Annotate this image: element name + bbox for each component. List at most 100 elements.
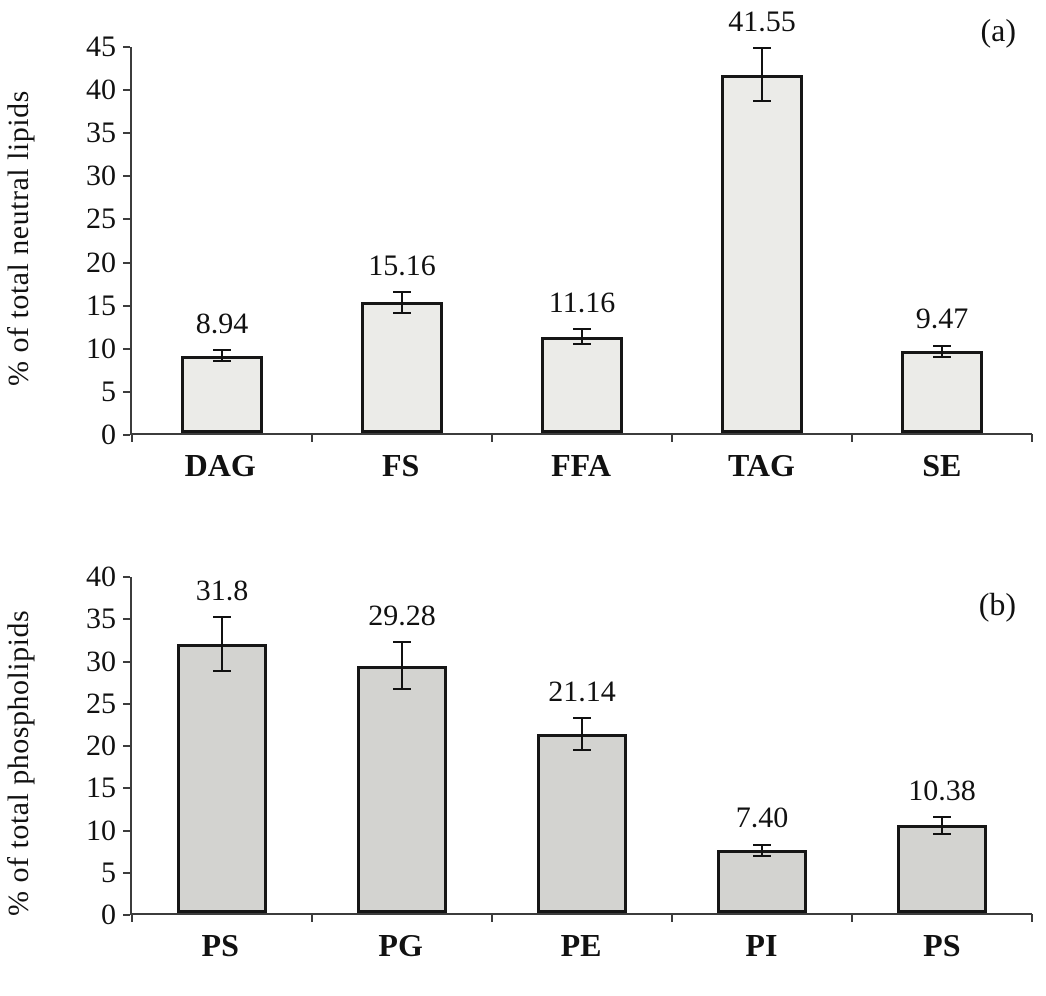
error-bar xyxy=(213,349,231,363)
x-tick-mark xyxy=(491,434,493,442)
y-tick-label: 15 xyxy=(86,771,116,805)
error-bar-cap xyxy=(393,311,411,314)
y-axis-title-a: % of total neutral lipids xyxy=(2,90,35,386)
bar-pi xyxy=(717,850,807,913)
bar-value-label: 8.94 xyxy=(195,306,249,340)
y-tick-mark xyxy=(123,390,130,393)
bar-group-pe: 21.14 xyxy=(491,577,672,922)
y-tick-mark xyxy=(123,89,130,92)
bar-ps xyxy=(177,644,267,913)
y-tick-label: 30 xyxy=(86,644,116,678)
bar-group-tag: 41.55 xyxy=(671,6,852,442)
bar-value-label: 41.55 xyxy=(728,4,796,38)
x-category-label: SE xyxy=(922,447,962,483)
y-tick-label: 15 xyxy=(86,288,116,322)
bar-group-ps: 10.38 xyxy=(851,577,1033,922)
y-tick-mark xyxy=(123,914,130,916)
y-tick-label: 0 xyxy=(101,418,116,451)
error-bar-cap xyxy=(933,355,951,358)
bar-pe xyxy=(537,734,627,913)
y-axis: 45 40 35 30 25 20 15 10 5 0 xyxy=(52,32,130,450)
y-tick-label: 35 xyxy=(86,116,116,150)
x-tick-mark xyxy=(671,914,673,922)
error-bar-line xyxy=(221,616,223,673)
bar-group-fs: 15.16 xyxy=(311,47,492,442)
y-tick-mark xyxy=(123,787,130,790)
error-bar-line xyxy=(581,717,583,752)
y-tick-mark xyxy=(123,745,130,747)
bar-group-dag: 8.94 xyxy=(131,47,312,442)
y-tick-label: 5 xyxy=(101,855,116,889)
error-bar-line xyxy=(401,641,403,691)
x-tick-mark xyxy=(131,914,133,922)
y-axis-title-b: % of total phospholipids xyxy=(2,609,35,917)
bar-ps xyxy=(897,825,987,913)
y-tick-mark xyxy=(123,618,130,621)
x-category-label: TAG xyxy=(727,447,795,483)
bar-se xyxy=(901,351,983,433)
error-bar-cap xyxy=(393,688,411,691)
error-bar xyxy=(573,717,591,752)
error-bar-line xyxy=(581,328,583,346)
bar-value-label: 7.40 xyxy=(735,801,789,835)
bar-group-pi: 7.40 xyxy=(671,577,852,922)
error-bar xyxy=(393,291,411,314)
y-tick-label: 25 xyxy=(86,202,116,236)
error-bar-cap xyxy=(753,100,771,103)
y-tick-mark xyxy=(123,46,130,48)
y-tick-mark xyxy=(123,829,130,832)
bar-dag xyxy=(181,355,263,433)
bar-ffa xyxy=(541,336,623,433)
panel-label-b: (b) xyxy=(978,586,1016,622)
y-tick-mark xyxy=(123,304,130,307)
y-tick-mark xyxy=(123,132,130,135)
error-bar-line xyxy=(221,349,223,363)
error-bar xyxy=(573,328,591,346)
y-tick-mark xyxy=(123,660,130,663)
bar-value-label: 10.38 xyxy=(908,773,976,807)
x-category-label: FFA xyxy=(551,447,611,483)
panel-b: % of total phospholipids (b) 40 35 30 25 20 1… xyxy=(0,500,1046,996)
x-category-label: DAG xyxy=(184,447,256,483)
x-tick-mark xyxy=(851,434,853,442)
plot-area: 31.8 29.28 21.14 xyxy=(130,573,1033,922)
bar-pg xyxy=(357,665,447,913)
x-category-label: FS xyxy=(381,447,420,483)
panel-label-a: (a) xyxy=(980,12,1016,48)
y-tick-label: 10 xyxy=(86,331,116,365)
x-tick-mark xyxy=(311,434,313,442)
y-tick-label: 40 xyxy=(86,560,116,593)
y-tick-label: 20 xyxy=(86,729,116,762)
bar-group-se: 9.47 xyxy=(851,47,1033,442)
bar-group-ffa: 11.16 xyxy=(491,47,672,442)
x-tick-mark xyxy=(131,434,133,442)
panel-a: % of total neutral lipids (a) 45 40 35 30 25… xyxy=(2,6,1033,484)
x-tick-mark xyxy=(1031,434,1033,442)
error-bar xyxy=(933,816,951,835)
error-bar-line xyxy=(941,344,943,358)
y-tick-label: 10 xyxy=(86,813,116,847)
error-bar xyxy=(393,641,411,691)
y-tick-mark xyxy=(123,702,130,705)
error-bar xyxy=(213,616,231,673)
bar-group-pg: 29.28 xyxy=(311,577,492,922)
y-tick-label: 35 xyxy=(86,602,116,636)
x-axis-labels: DAG FS FFA TAG SE xyxy=(130,447,1032,484)
y-tick-mark xyxy=(123,175,130,178)
y-tick-label: 25 xyxy=(86,686,116,720)
error-bar xyxy=(753,47,771,103)
error-bar-cap xyxy=(213,670,231,673)
error-bar xyxy=(933,344,951,358)
x-tick-mark xyxy=(1031,914,1033,922)
error-bar-cap xyxy=(213,360,231,363)
y-tick-label: 30 xyxy=(86,159,116,193)
x-tick-mark xyxy=(311,914,313,922)
bar-value-label: 31.8 xyxy=(195,573,249,607)
bar-value-label: 9.47 xyxy=(915,302,969,336)
error-bar-line xyxy=(761,843,763,858)
error-bar xyxy=(753,843,771,858)
y-axis: 40 35 30 25 20 15 10 5 0 xyxy=(52,562,130,930)
plot-area: 8.94 15.16 11.16 xyxy=(130,6,1033,442)
y-tick-mark xyxy=(123,347,130,350)
y-tick-label: 20 xyxy=(86,245,116,279)
